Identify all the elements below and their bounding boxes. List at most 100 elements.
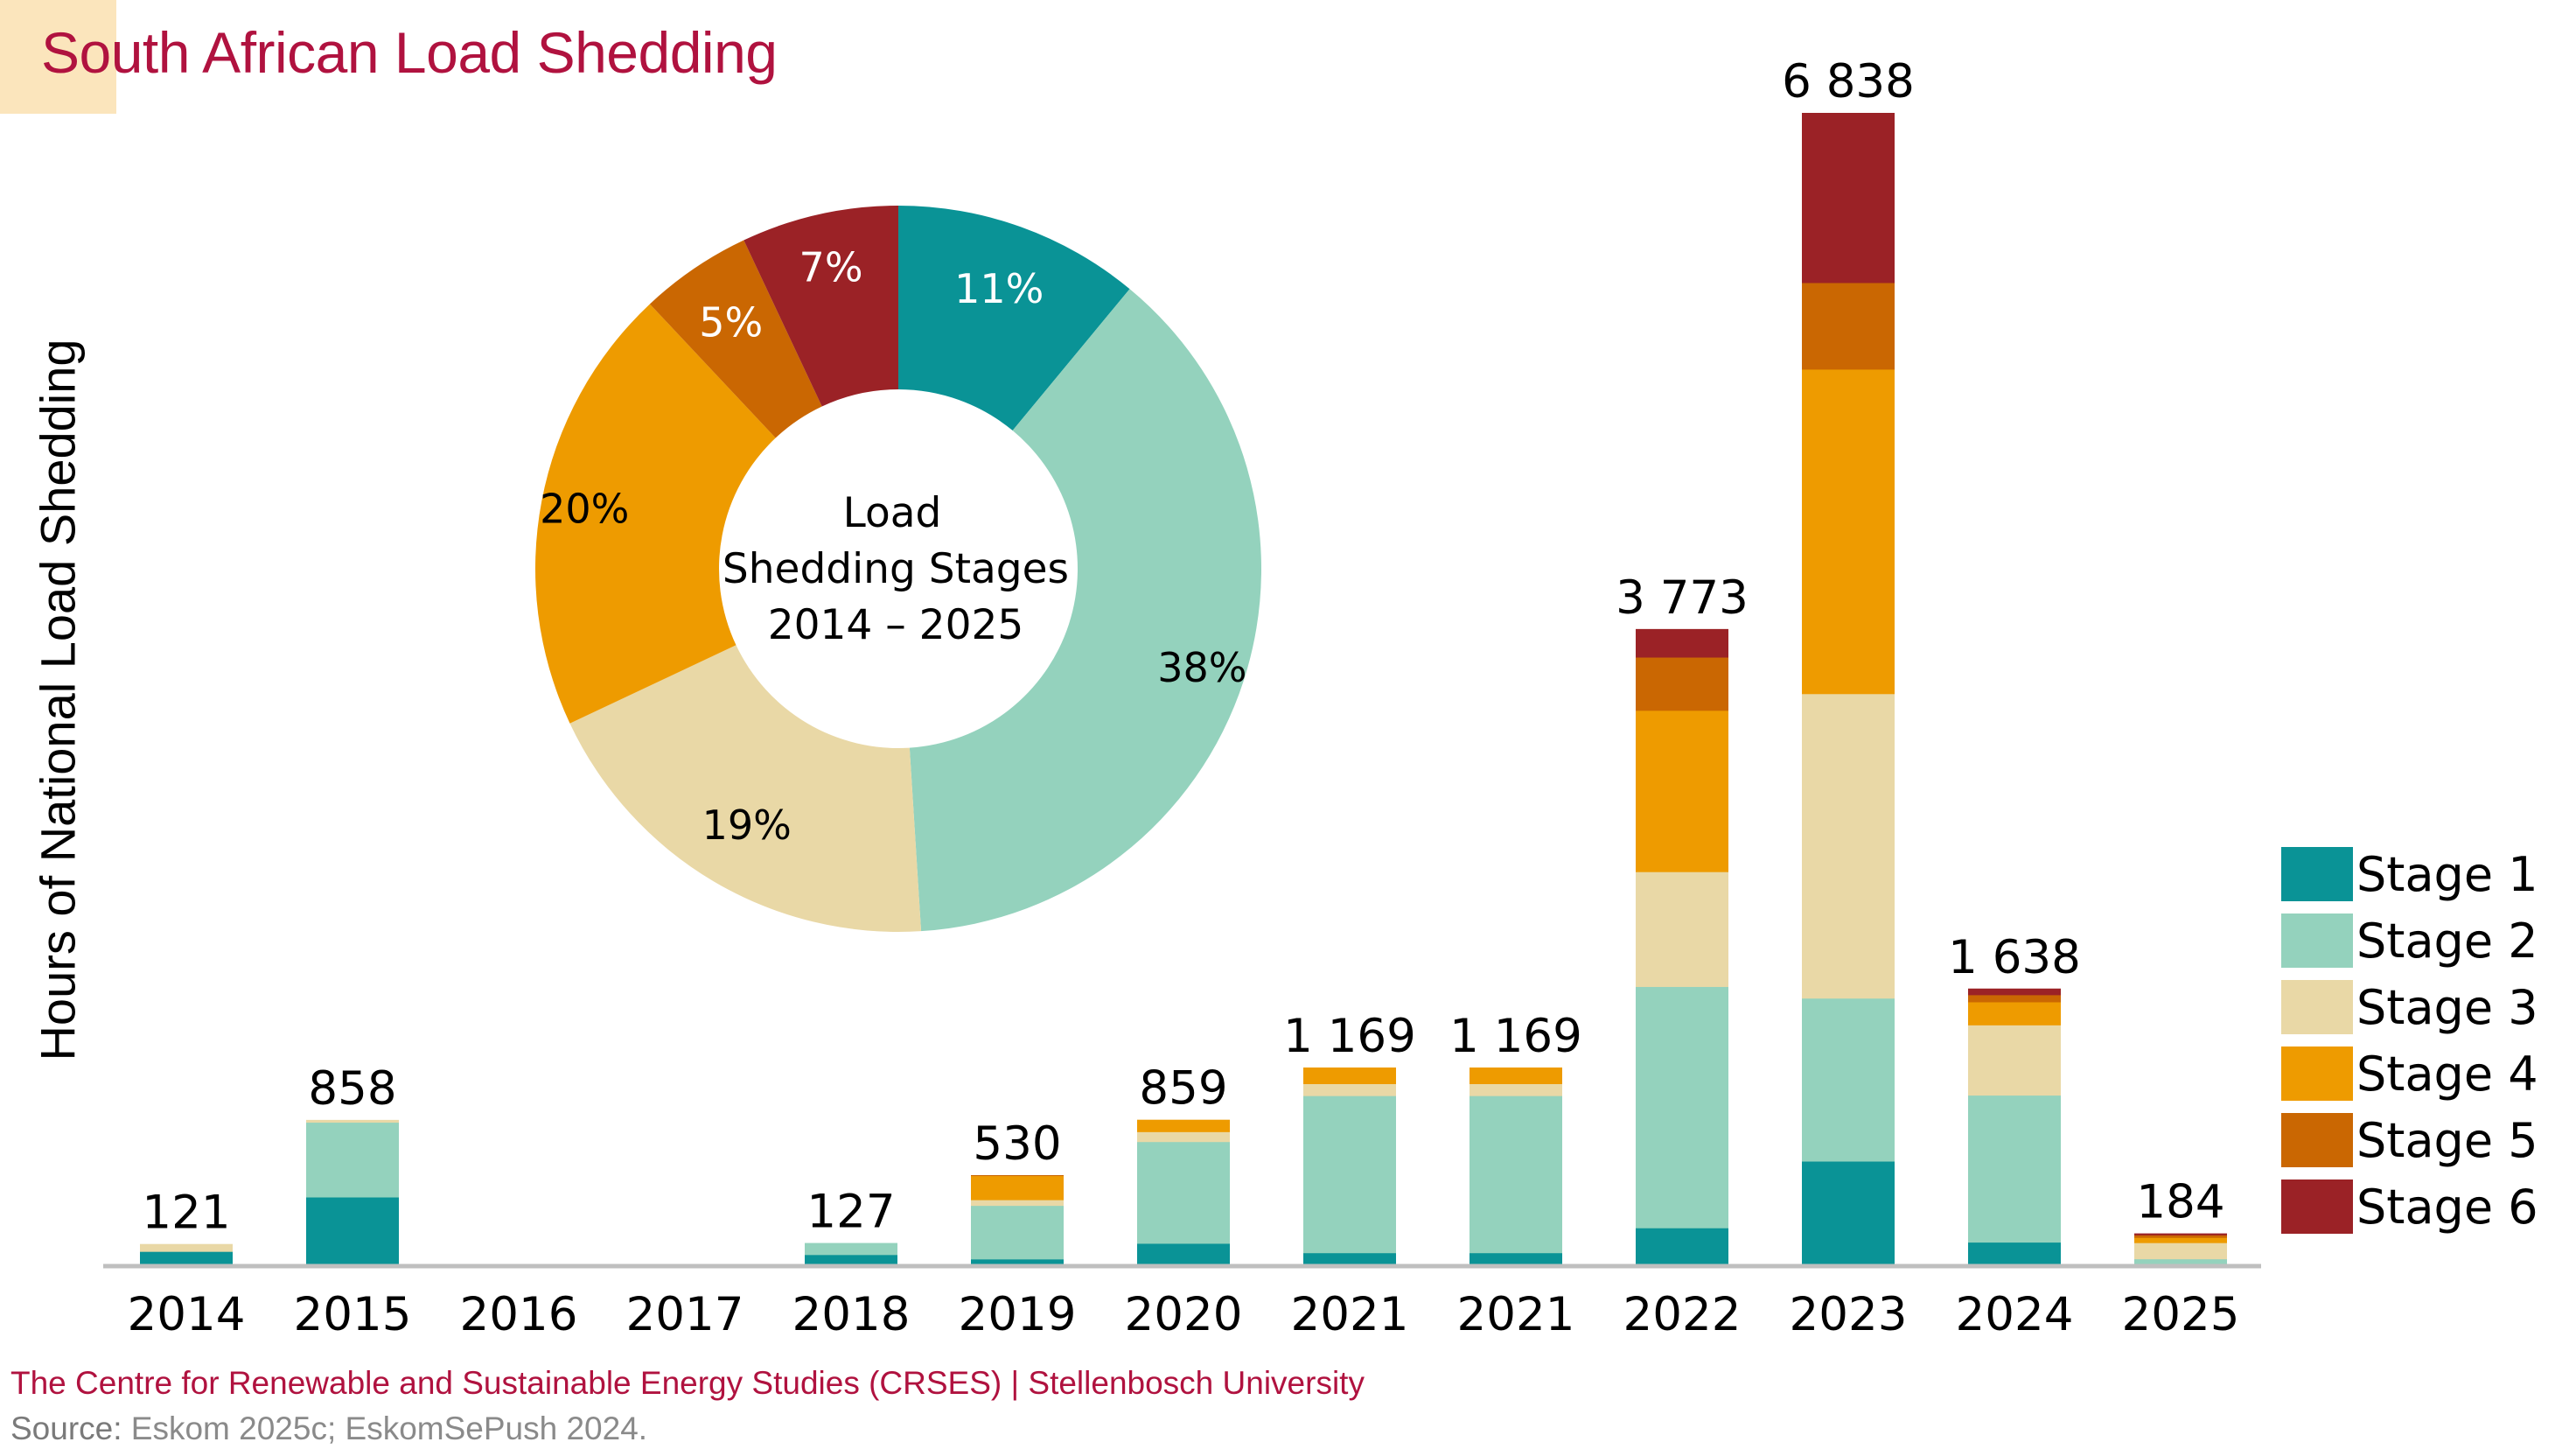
x-tick-label: 2015 — [294, 1288, 412, 1341]
bar-total-label: 859 — [1139, 1062, 1227, 1116]
source-text: Eskom 2025c; EskomSePush 2024. — [122, 1410, 648, 1446]
bar-segment-stage-1 — [1636, 1228, 1728, 1265]
bar-segment-stage-2 — [1303, 1096, 1396, 1254]
donut-slice-stage-4 — [534, 304, 776, 724]
page-title: South African Load Shedding — [41, 20, 778, 85]
bar-segment-stage-5 — [1968, 994, 2061, 1003]
legend-swatch — [2281, 847, 2353, 901]
bar-segment-stage-3 — [2134, 1242, 2227, 1260]
bar-segment-stage-2 — [971, 1205, 1064, 1260]
bar-segment-stage-2 — [1636, 986, 1728, 1228]
bar-stack-2020 — [1137, 1119, 1230, 1265]
x-tick-label: 2017 — [626, 1288, 744, 1341]
bar-segment-stage-2 — [1802, 998, 1895, 1162]
x-tick-label: 2019 — [959, 1288, 1077, 1341]
footer-source: Source: Eskom 2025c; EskomSePush 2024. — [10, 1410, 647, 1447]
legend-item-stage-4: Stage 4 — [2281, 1046, 2538, 1102]
bar-stack-2025 — [2134, 1233, 2227, 1265]
legend-label: Stage 1 — [2356, 846, 2538, 902]
bar-segment-stage-4 — [971, 1175, 1064, 1200]
bar-segment-stage-4 — [1636, 710, 1728, 872]
donut-chart: 11% 38% 19% 20% 5% 7% — [534, 206, 1262, 932]
bar-segment-stage-2 — [1137, 1141, 1230, 1244]
bar-segment-stage-3 — [1470, 1083, 1562, 1096]
bar-total-labels: 121 858 127 530 859 1 169 1 169 3 773 6 838 1 638… — [142, 55, 2224, 1240]
donut-slice-label: 7% — [799, 244, 863, 291]
bar-segment-stage-3 — [1802, 693, 1895, 999]
bar-total-label: 1 638 — [1948, 931, 2081, 984]
bar-segment-stage-4 — [1968, 1001, 2061, 1026]
bar-segment-stage-3 — [1137, 1131, 1230, 1143]
bar-segment-stage-5 — [971, 1174, 1064, 1177]
bar-total-label: 3 773 — [1616, 571, 1749, 625]
legend-item-stage-6: Stage 6 — [2281, 1179, 2538, 1235]
x-tick-label: 2016 — [460, 1288, 578, 1341]
bar-segment-stage-6 — [1636, 628, 1728, 658]
donut-slice-stage-5 — [649, 240, 822, 438]
bar-segment-stage-1 — [971, 1258, 1064, 1265]
bar-total-label: 530 — [973, 1117, 1061, 1171]
bar-segment-stage-6 — [1968, 988, 2061, 996]
donut-slice-label: 5% — [699, 299, 763, 346]
bar-total-label: 121 — [142, 1186, 230, 1240]
donut-center-line-2: Shedding Stages — [723, 545, 1069, 593]
bar-stack-2021 — [1303, 1068, 1396, 1265]
bar-segment-stage-1 — [805, 1254, 897, 1265]
bar-total-label: 127 — [806, 1186, 895, 1239]
bar-stack-2019 — [971, 1174, 1064, 1265]
donut-center-line-1: Load — [843, 489, 942, 537]
donut-center-line-3: 2014 – 2025 — [768, 601, 1024, 649]
bar-total-label: 6 838 — [1782, 55, 1915, 108]
legend-item-stage-1: Stage 1 — [2281, 846, 2538, 902]
legend-swatch — [2281, 1180, 2353, 1234]
legend-label: Stage 6 — [2356, 1179, 2538, 1235]
x-axis-ticks: 2014 2015 2016 2017 2018 2019 2020 2021 2021 2022… — [128, 1288, 2240, 1341]
bar-segment-stage-2 — [306, 1122, 399, 1198]
x-tick-label: 2021 — [1291, 1288, 1409, 1341]
legend-item-stage-5: Stage 5 — [2281, 1112, 2538, 1168]
x-tick-label: 2020 — [1125, 1288, 1243, 1341]
legend-swatch — [2281, 914, 2353, 968]
bar-segment-stage-2 — [805, 1242, 897, 1256]
bar-segment-stage-4 — [2134, 1237, 2227, 1243]
donut-slice-label: 11% — [954, 265, 1044, 312]
bar-segment-stage-3 — [1303, 1083, 1396, 1096]
bar-total-label: 1 169 — [1283, 1010, 1416, 1063]
x-tick-label: 2023 — [1790, 1288, 1908, 1341]
bar-stack-2021 — [1470, 1068, 1562, 1265]
donut-center-label: Load Shedding Stages 2014 – 2025 — [723, 489, 1069, 649]
bar-total-label: 1 169 — [1449, 1010, 1582, 1063]
footer-organisation: The Centre for Renewable and Sustainable… — [10, 1365, 1365, 1401]
donut-slice-stage-3 — [569, 645, 922, 932]
legend-label: Stage 3 — [2356, 979, 2538, 1035]
bar-total-label: 858 — [308, 1062, 396, 1116]
bar-segment-stage-6 — [1802, 113, 1895, 284]
legend-swatch — [2281, 980, 2353, 1034]
legend-swatch — [2281, 1046, 2353, 1101]
x-tick-label: 2025 — [2122, 1288, 2240, 1341]
source-label: Source: — [10, 1410, 122, 1446]
bar-segment-stage-5 — [2134, 1235, 2227, 1238]
legend-item-stage-2: Stage 2 — [2281, 913, 2538, 969]
bar-stack-2015 — [306, 1119, 399, 1265]
legend-swatch — [2281, 1113, 2353, 1167]
bar-segment-stage-5 — [1802, 282, 1895, 370]
legend-label: Stage 2 — [2356, 913, 2538, 969]
x-tick-label: 2024 — [1956, 1288, 2074, 1341]
bar-stack-2023 — [1802, 113, 1895, 1265]
legend: Stage 1 Stage 2 Stage 3 Stage 4 Stage 5 Stage… — [2281, 847, 2538, 1246]
bar-segment-stage-2 — [2134, 1258, 2227, 1265]
x-tick-label: 2014 — [128, 1288, 246, 1341]
bar-segment-stage-1 — [306, 1197, 399, 1265]
title-accent-box — [0, 0, 116, 114]
donut-slice-stage-2 — [909, 289, 1262, 932]
legend-label: Stage 5 — [2356, 1112, 2538, 1168]
bar-segment-stage-4 — [1137, 1119, 1230, 1132]
bar-segment-stage-3 — [971, 1200, 1064, 1207]
donut-slice-stage-6 — [743, 206, 898, 407]
x-tick-label: 2021 — [1457, 1288, 1575, 1341]
bar-segment-stage-1 — [140, 1251, 233, 1265]
bar-segment-stage-4 — [1802, 368, 1895, 695]
bar-segment-stage-3 — [306, 1119, 399, 1124]
